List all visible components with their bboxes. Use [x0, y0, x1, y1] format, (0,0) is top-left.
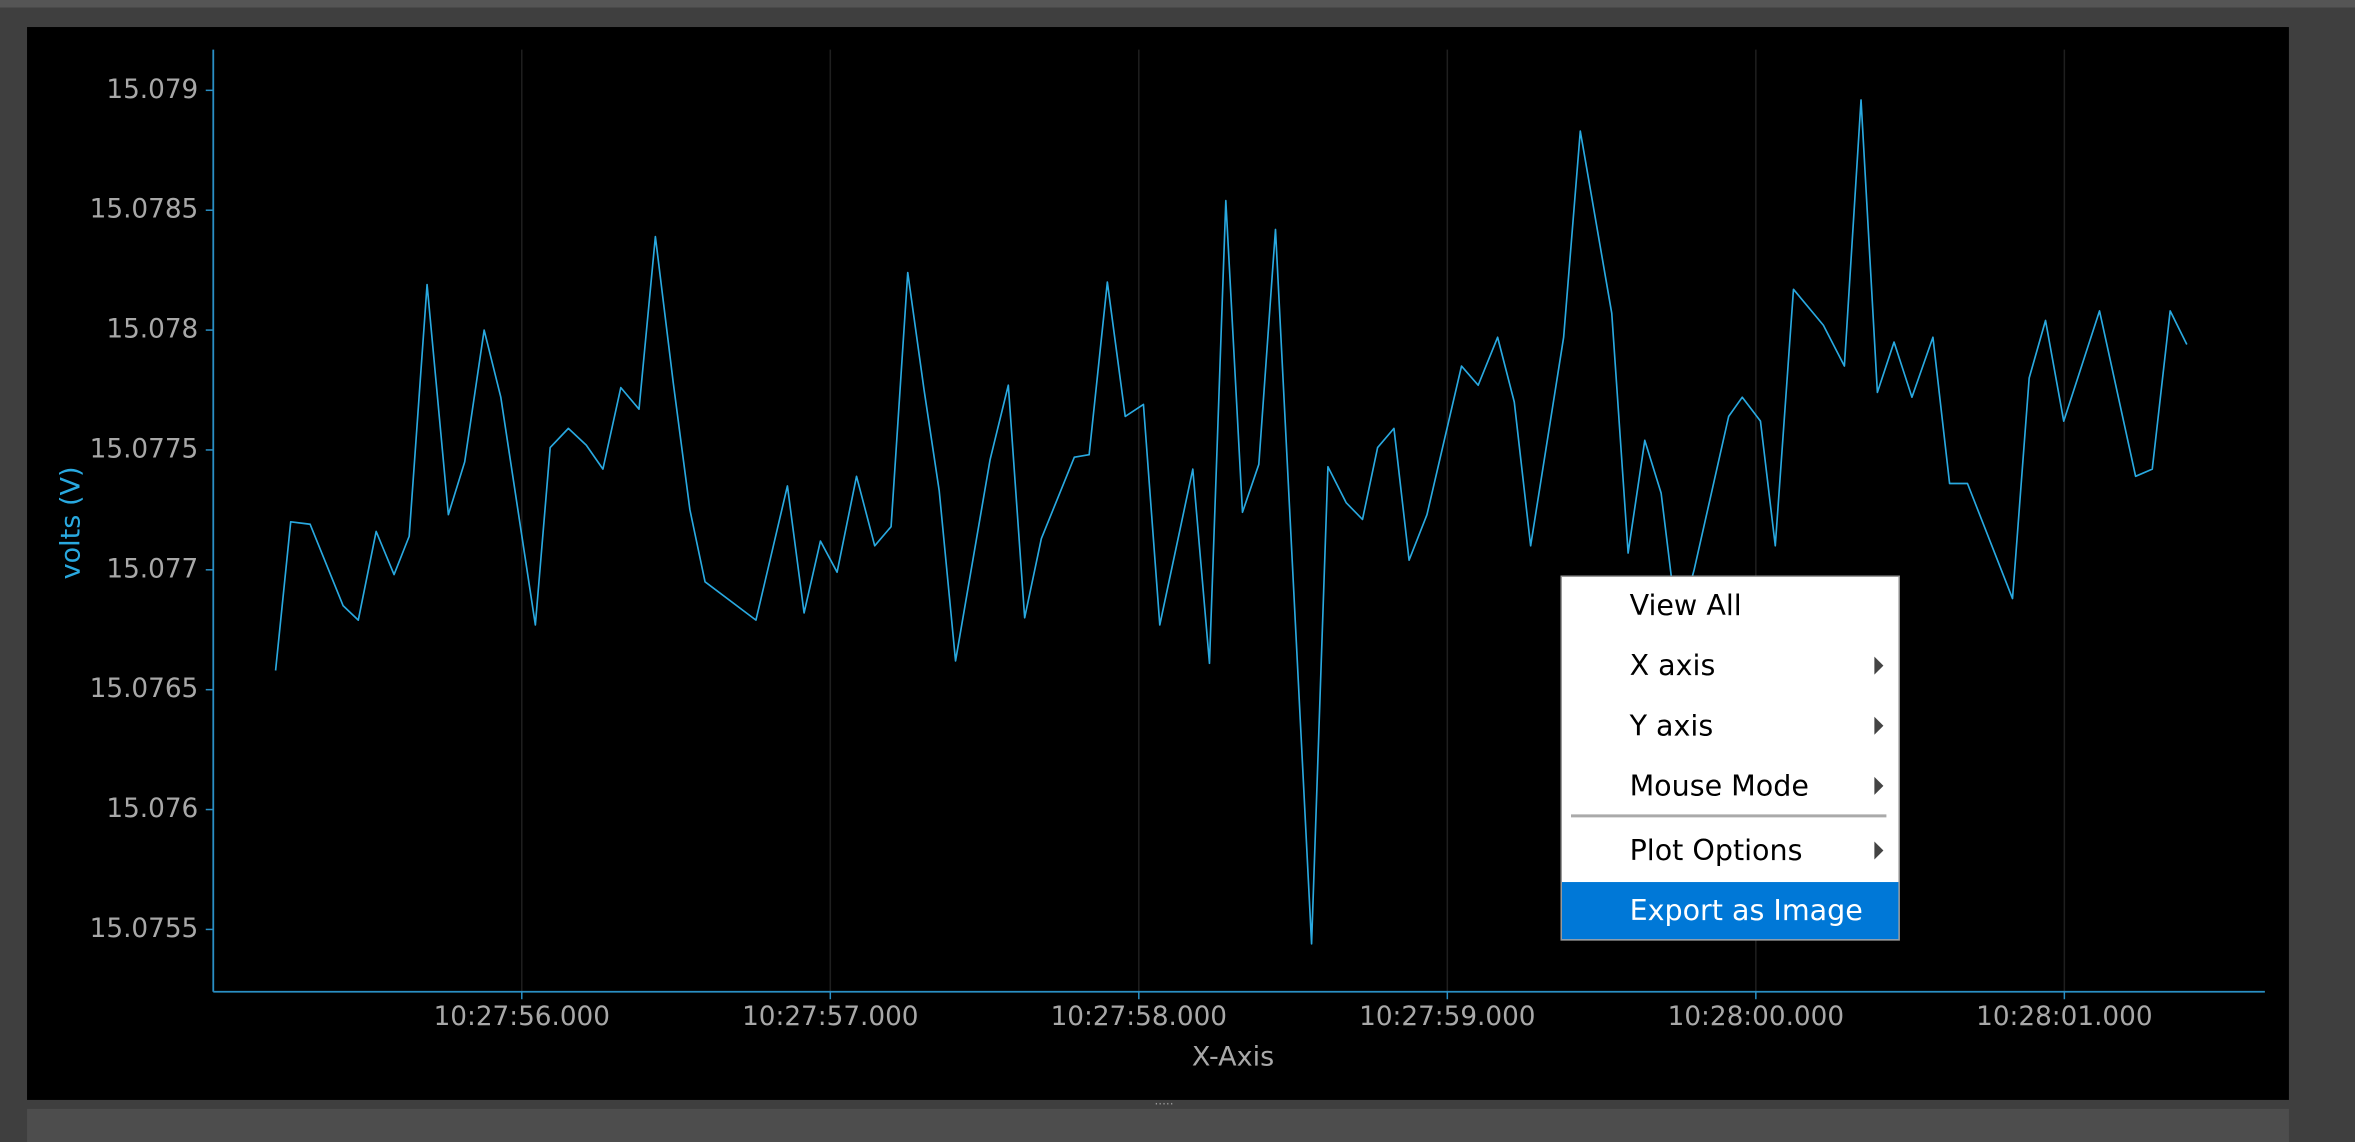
menu-item[interactable]: Mouse Mode: [1630, 769, 1809, 802]
x-tick-label: 10:27:57.000: [742, 1002, 918, 1032]
submenu-arrow: [1874, 656, 1884, 675]
x-tick-label: 10:28:00.000: [1668, 1002, 1844, 1032]
y-tick-label: 15.077: [106, 554, 198, 584]
context-menu: View All X axis Y axis Mouse Mode Plot O…: [1560, 575, 1900, 941]
submenu-arrow: [1874, 776, 1884, 795]
top-edge: [0, 0, 2355, 8]
splitter-handle[interactable]: ·····: [1154, 1097, 1173, 1111]
y-tick-label: 15.079: [106, 75, 198, 105]
menu-item[interactable]: Export as Image: [1630, 894, 1863, 927]
y-tick-label: 15.076: [106, 794, 198, 824]
bottom-panel: [27, 1108, 2289, 1142]
menu-bg: [1560, 575, 1900, 941]
menu-item[interactable]: View All: [1630, 589, 1742, 622]
menu-item[interactable]: Y axis: [1629, 709, 1714, 742]
plot-panel: [27, 27, 2289, 1100]
data-line: [274, 99, 2188, 945]
y-tick-label: 15.078: [106, 315, 198, 345]
y-tick-label: 15.0785: [90, 195, 199, 225]
y-tick-label: 15.0775: [90, 434, 199, 464]
plot: 10:27:56.000 10:27:57.000 10:27:58.000 10:2…: [90, 49, 2265, 1032]
x-axis-label: X-Axis: [1192, 1041, 1274, 1072]
y-tick-label: 15.0755: [90, 914, 199, 944]
submenu-arrow: [1874, 716, 1884, 735]
x-tick-label: 10:28:01.000: [1976, 1002, 2152, 1032]
x-tick-label: 10:27:56.000: [434, 1002, 610, 1032]
y-tick-label: 15.0765: [90, 674, 199, 704]
x-tick-label: 10:27:59.000: [1359, 1002, 1535, 1032]
submenu-arrow: [1874, 841, 1884, 860]
menu-item[interactable]: Plot Options: [1630, 834, 1803, 867]
menu-highlight: [1561, 882, 1899, 940]
y-axis-label: volts (V): [56, 466, 87, 579]
menu-item[interactable]: X axis: [1630, 649, 1716, 682]
x-tick-label: 10:27:58.000: [1051, 1002, 1227, 1032]
